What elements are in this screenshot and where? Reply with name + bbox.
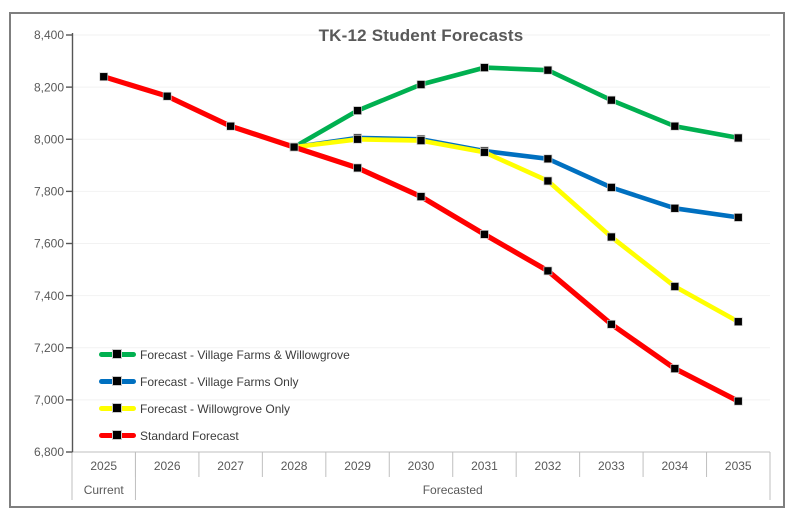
legend-label: Standard Forecast [140,428,239,443]
legend-item-village-farms-and-willowgrove: Forecast - Village Farms & Willowgrove [99,347,350,362]
square-marker-icon [607,232,616,242]
svg-text:2025: 2025 [90,459,117,473]
square-marker-icon [543,266,553,276]
svg-text:7,000: 7,000 [34,393,64,407]
square-marker-icon [353,106,362,115]
chart-title: TK-12 Student Forecasts [318,26,524,45]
square-marker-icon [416,80,426,89]
svg-text:7,600: 7,600 [34,237,64,251]
gridlines [72,34,770,401]
svg-text:8,200: 8,200 [34,80,64,94]
svg-text:2026: 2026 [154,459,181,473]
legend-label: Forecast - Village Farms Only [140,374,299,389]
svg-text:8,400: 8,400 [34,28,64,42]
legend-line-sample-green [99,349,136,359]
square-marker-icon [416,192,426,201]
square-marker-icon [733,213,743,222]
svg-text:8,000: 8,000 [34,132,64,146]
square-marker-icon [670,282,680,291]
square-marker-icon [670,121,680,131]
square-marker-icon [480,63,489,72]
square-marker-icon [226,121,235,131]
square-marker-icon [112,376,122,386]
square-marker-icon [607,95,616,105]
series-line-3 [293,137,740,324]
square-marker-icon [607,183,616,192]
y-axis [66,33,74,453]
square-marker-icon [112,349,122,359]
square-marker-icon [733,317,743,327]
series-line-1 [292,65,739,150]
svg-text:2033: 2033 [598,459,625,473]
square-marker-icon [733,396,743,406]
svg-text:2035: 2035 [725,459,752,473]
legend: Forecast - Village Farms & Willowgrove F… [99,348,350,456]
svg-text:7,800: 7,800 [34,185,64,199]
square-marker-icon [353,134,362,144]
square-marker-icon [99,72,109,82]
square-marker-icon [480,230,489,239]
svg-text:Forecasted: Forecasted [423,483,483,497]
legend-line-sample-blue [99,376,136,386]
square-marker-icon [670,203,680,213]
square-marker-icon [480,147,489,157]
svg-text:6,800: 6,800 [34,445,64,459]
legend-label: Forecast - Willowgrove Only [140,401,291,416]
legend-item-village-farms-only: Forecast - Village Farms Only [99,374,350,389]
square-marker-icon [162,91,172,101]
square-marker-icon [289,142,299,152]
svg-text:2034: 2034 [661,459,688,473]
square-marker-icon [543,65,553,75]
legend-label: Forecast - Village Farms & Willowgrove [140,347,350,362]
square-marker-icon [733,133,743,143]
svg-text:2029: 2029 [344,459,371,473]
legend-item-standard-forecast: Standard Forecast [99,428,350,443]
svg-text:7,200: 7,200 [34,341,64,355]
svg-text:2027: 2027 [217,459,244,473]
x-axis-year-labels: 2025 2026 2027 2028 2029 2030 2031 2032 2033 2034… [90,459,752,473]
legend-item-willowgrove-only: Forecast - Willowgrove Only [99,401,350,416]
legend-line-sample-yellow [99,403,136,413]
data-point-markers [99,63,743,406]
legend-line-sample-red [99,430,136,440]
square-marker-icon [543,176,553,186]
svg-text:2031: 2031 [471,459,498,473]
square-marker-icon [607,319,616,329]
square-marker-icon [112,430,122,440]
y-axis-labels: 6,800 7,000 7,200 7,400 7,600 7,800 8,000 8,200… [34,28,64,459]
svg-text:2028: 2028 [281,459,308,473]
square-marker-icon [543,154,553,164]
x-axis-group-labels: Current Forecasted [84,483,483,497]
square-marker-icon [112,403,122,413]
square-marker-icon [353,163,362,173]
x-axis-table [71,451,771,500]
svg-text:7,400: 7,400 [34,289,64,303]
svg-text:2030: 2030 [408,459,435,473]
svg-text:Current: Current [84,483,125,497]
square-marker-icon [416,136,426,145]
svg-text:2032: 2032 [535,459,562,473]
square-marker-icon [670,364,680,373]
